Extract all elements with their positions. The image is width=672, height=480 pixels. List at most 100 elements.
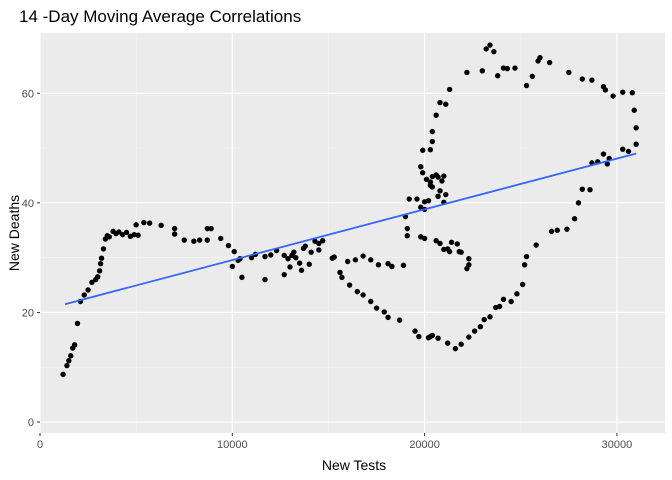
data-point <box>96 268 103 274</box>
data-point <box>64 362 70 369</box>
data-point <box>579 186 586 192</box>
data-point <box>419 147 426 153</box>
data-point <box>231 248 237 255</box>
data-point <box>381 309 387 315</box>
data-point <box>141 219 147 226</box>
data-point <box>281 271 287 278</box>
data-point <box>74 320 81 327</box>
minor-gridlines <box>40 33 665 433</box>
data-point <box>496 303 503 310</box>
data-point <box>633 125 639 131</box>
data-point <box>471 328 478 334</box>
data-point <box>429 332 436 339</box>
data-point <box>373 305 380 311</box>
data-point <box>491 48 497 55</box>
data-point <box>487 42 493 48</box>
data-point <box>437 240 443 247</box>
data-point <box>533 242 539 248</box>
data-point <box>218 235 224 242</box>
data-point <box>466 334 472 340</box>
data-point <box>81 292 87 298</box>
plot-panel <box>40 33 665 433</box>
trend-line-segment <box>64 152 637 306</box>
data-point <box>633 141 639 147</box>
data-point <box>268 252 274 258</box>
data-point <box>135 232 141 238</box>
y-tick-label: 40 <box>22 198 34 210</box>
data-point <box>523 82 530 89</box>
data-point <box>444 340 451 346</box>
data-point <box>508 298 514 305</box>
data-point <box>458 249 464 255</box>
x-axis: 0 10000 20000 30000 <box>37 433 632 451</box>
data-point <box>548 228 555 235</box>
data-point <box>579 76 586 82</box>
data-point <box>437 99 443 106</box>
data-point <box>344 258 351 265</box>
data-point <box>287 264 293 270</box>
data-point <box>171 231 178 237</box>
data-point <box>68 353 74 359</box>
data-point <box>375 262 382 268</box>
data-point <box>352 257 359 263</box>
data-point <box>368 257 374 263</box>
data-point <box>262 276 268 283</box>
data-point <box>423 176 430 183</box>
data-point <box>368 298 374 305</box>
data-point <box>435 174 441 180</box>
data-point <box>500 296 507 303</box>
data-point <box>625 148 632 155</box>
data-point <box>466 256 472 262</box>
data-point <box>133 222 139 228</box>
data-point <box>439 178 445 184</box>
data-point <box>319 237 326 244</box>
x-tick-label: 20000 <box>409 439 440 451</box>
data-point <box>433 237 439 244</box>
data-point <box>404 233 411 239</box>
data-point <box>483 46 489 52</box>
data-point <box>610 93 616 99</box>
data-point <box>66 357 72 364</box>
y-axis: 0 20 40 60 <box>22 88 40 429</box>
data-point <box>116 229 122 235</box>
data-point <box>97 260 104 267</box>
data-point <box>98 255 105 261</box>
major-gridlines <box>39 33 665 433</box>
data-point <box>566 69 572 76</box>
data-point <box>306 261 312 267</box>
x-tick-label: 30000 <box>602 439 633 451</box>
data-point <box>418 163 424 170</box>
data-point <box>514 291 520 297</box>
data-point <box>448 239 455 246</box>
data-point <box>293 254 299 261</box>
data-point <box>298 267 305 273</box>
data-point <box>435 335 441 341</box>
data-point <box>208 225 214 232</box>
data-point <box>158 222 164 229</box>
data-point <box>406 196 412 202</box>
data-point <box>631 107 637 113</box>
data-point <box>464 69 470 76</box>
data-point <box>396 317 403 323</box>
data-point <box>521 262 528 268</box>
data-points <box>60 42 639 378</box>
data-point <box>600 83 607 90</box>
data-point <box>400 262 407 269</box>
y-tick-label: 0 <box>28 417 34 429</box>
data-point <box>443 191 449 198</box>
data-point <box>339 274 345 281</box>
data-point <box>316 240 322 247</box>
data-point <box>512 65 518 71</box>
data-point <box>419 170 426 176</box>
data-point <box>94 274 101 280</box>
data-point <box>554 227 561 233</box>
data-point <box>85 287 91 293</box>
data-point <box>204 225 211 232</box>
data-point <box>412 328 418 334</box>
data-point <box>281 252 287 259</box>
data-point <box>196 237 203 243</box>
data-point <box>291 249 297 255</box>
y-tick-label: 60 <box>22 88 34 100</box>
data-point <box>546 59 553 66</box>
data-point <box>146 220 153 226</box>
